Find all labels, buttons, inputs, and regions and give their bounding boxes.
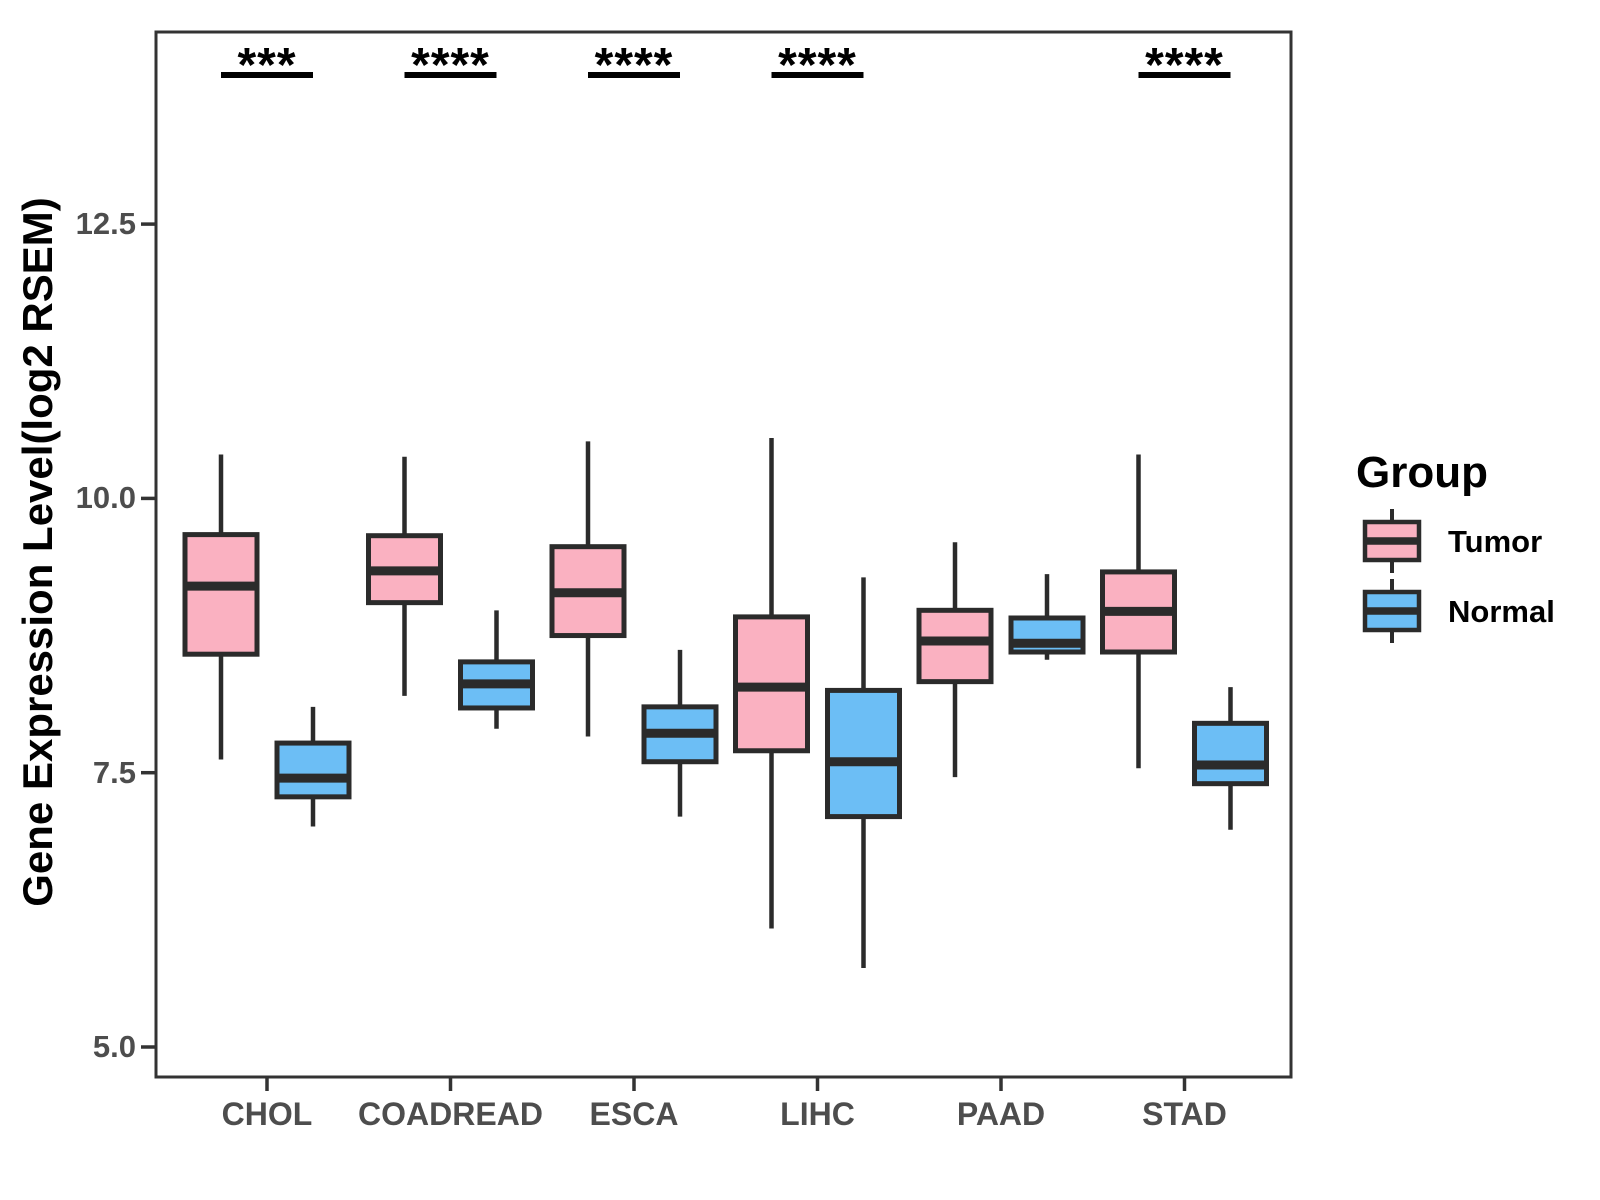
significance-stars-STAD: **** (1145, 39, 1224, 92)
significance-bar-STAD (1138, 72, 1231, 78)
x-tick-label-ESCA: ESCA (589, 1096, 679, 1132)
plot-panel-border (154, 30, 1293, 1079)
x-tick-label-COADREAD: COADREAD (358, 1096, 543, 1132)
y-tick-label: 7.5 (92, 754, 136, 790)
legend-label-tumor: Tumor (1448, 524, 1543, 559)
significance-bar-ESCA (588, 72, 680, 78)
box-PAAD-Tumor (916, 607, 994, 685)
x-tick-label-LIHC: LIHC (780, 1096, 855, 1132)
legend-title: Group (1356, 448, 1488, 497)
x-tick-label-PAAD: PAAD (956, 1096, 1046, 1132)
box-LIHC-Normal (825, 687, 902, 820)
significance-bar-COADREAD (404, 72, 497, 78)
significance-stars-ESCA: **** (594, 39, 674, 92)
significance-stars-COADREAD: **** (411, 39, 490, 92)
significance-stars-CHOL: *** (237, 39, 297, 92)
y-tick-label: 12.5 (75, 206, 136, 242)
significance-bar-LIHC (771, 72, 864, 78)
y-tick-label: 10.0 (75, 480, 136, 516)
y-axis-title: Gene Expression Level(log2 RSEM) (14, 197, 61, 907)
y-tick-label: 5.0 (92, 1029, 136, 1064)
box-STAD-Normal (1192, 720, 1269, 787)
x-tick-label-CHOL: CHOL (221, 1096, 313, 1132)
box-CHOL-Normal (274, 740, 352, 800)
significance-bar-CHOL (221, 72, 313, 78)
x-tick-label-STAD: STAD (1142, 1096, 1227, 1132)
legend-label-normal: Normal (1448, 594, 1555, 629)
box-CHOL-Tumor (182, 532, 260, 657)
significance-stars-LIHC: **** (778, 39, 857, 92)
